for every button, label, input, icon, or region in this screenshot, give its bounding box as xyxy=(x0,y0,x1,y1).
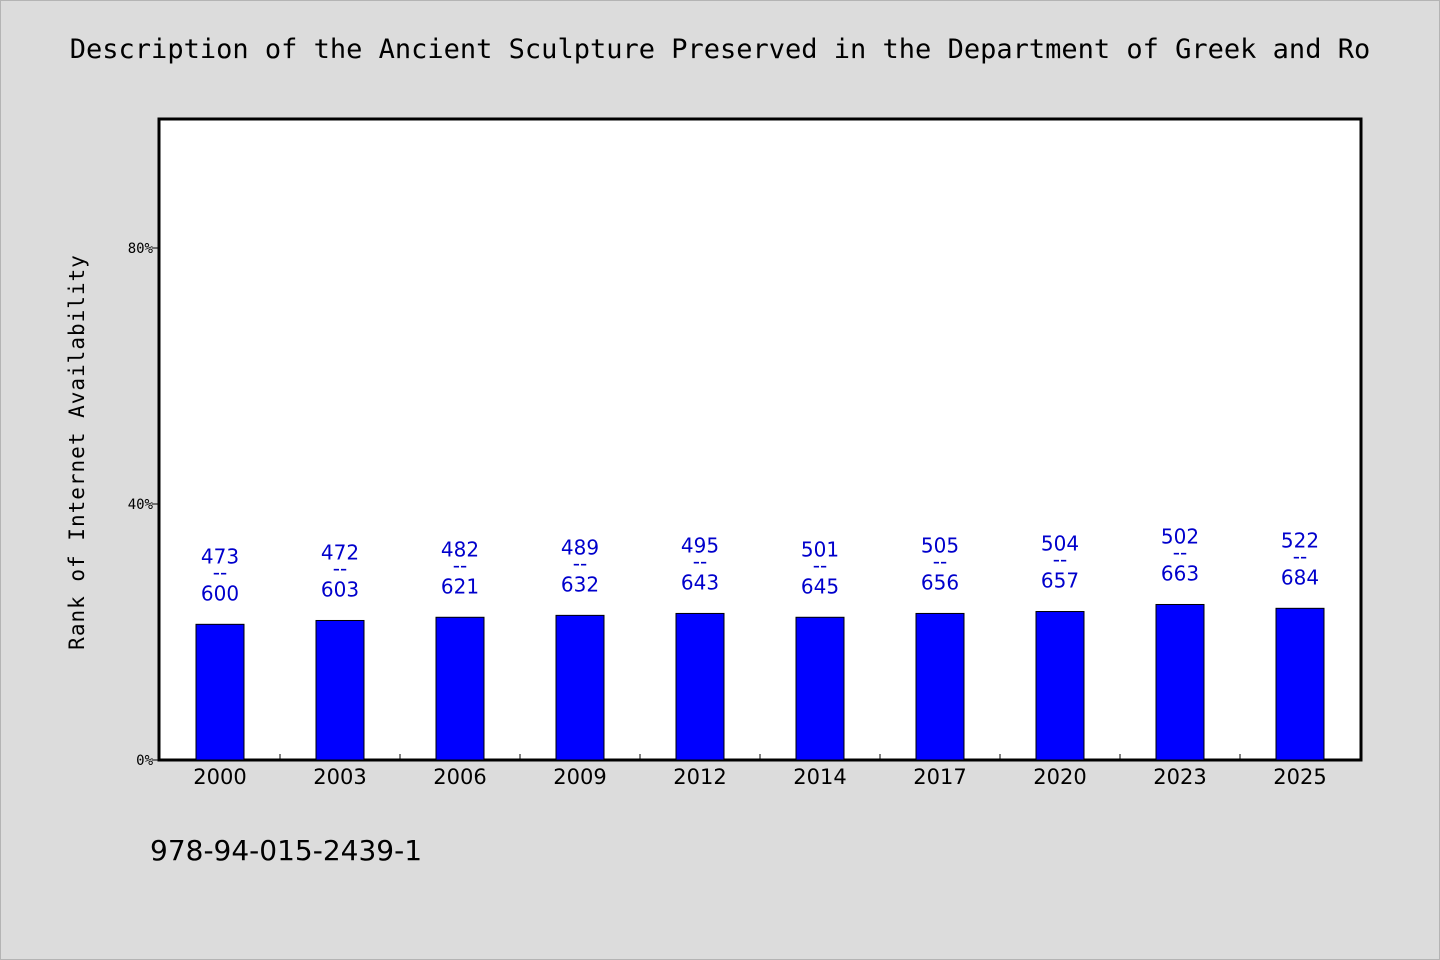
bar xyxy=(195,623,245,761)
data-label-bottom: 603 xyxy=(321,577,359,601)
y-tick-label: 40% xyxy=(128,497,154,513)
bar xyxy=(675,612,725,761)
data-label-bottom: 600 xyxy=(201,581,239,605)
bar xyxy=(915,612,965,761)
data-label-separator: -- xyxy=(813,553,827,577)
data-label-bottom: 684 xyxy=(1281,565,1319,589)
data-label-separator: -- xyxy=(933,549,947,573)
data-label-bottom: 643 xyxy=(681,570,719,594)
bars xyxy=(195,603,1325,761)
y-axis: 0% 40% 80% xyxy=(128,241,160,769)
bar xyxy=(435,616,485,761)
data-label-separator: -- xyxy=(693,549,707,573)
data-label-separator: -- xyxy=(453,553,467,577)
data-labels: 600--473603--472621--482632--489643--495… xyxy=(201,524,1319,605)
data-label-top: 482 xyxy=(441,537,479,561)
x-tick-label: 2014 xyxy=(793,765,846,789)
bar xyxy=(795,616,845,761)
data-label-bottom: 656 xyxy=(921,570,959,594)
data-label-top: 473 xyxy=(201,544,239,568)
data-label-top: 472 xyxy=(321,540,359,564)
data-label-bottom: 632 xyxy=(561,572,599,596)
bar xyxy=(1155,603,1205,761)
data-label-top: 504 xyxy=(1041,532,1079,556)
data-label-separator: -- xyxy=(213,560,227,584)
data-label-top: 505 xyxy=(921,533,959,557)
data-label-bottom: 645 xyxy=(801,574,839,598)
data-label-separator: -- xyxy=(333,556,347,580)
data-label-top: 495 xyxy=(681,533,719,557)
y-tick-label: 80% xyxy=(128,241,154,257)
data-label-bottom: 621 xyxy=(441,574,479,598)
data-label-top: 489 xyxy=(561,535,599,559)
x-tick-label: 2023 xyxy=(1153,765,1206,789)
data-label-separator: -- xyxy=(1173,540,1187,564)
y-tick-label: 0% xyxy=(136,753,153,769)
x-tick-label: 2003 xyxy=(313,765,366,789)
data-label-separator: -- xyxy=(573,551,587,575)
x-tick-label: 2000 xyxy=(193,765,246,789)
x-tick-label: 2006 xyxy=(433,765,486,789)
x-tick-label: 2012 xyxy=(673,765,726,789)
data-label-top: 502 xyxy=(1161,524,1199,548)
data-label-separator: -- xyxy=(1053,548,1067,572)
x-axis: 2000 2003 2006 2009 2012 2014 2017 2020 2023 2025 xyxy=(193,754,1327,789)
data-label-separator: -- xyxy=(1293,544,1307,568)
x-tick-label: 2017 xyxy=(913,765,966,789)
bar xyxy=(315,619,365,761)
x-tick-label: 2009 xyxy=(553,765,606,789)
x-tick-label: 2020 xyxy=(1033,765,1086,789)
chart-title: Description of the Ancient Sculpture Pre… xyxy=(69,34,1371,65)
x-tick-label: 2025 xyxy=(1273,765,1326,789)
bar xyxy=(1275,607,1325,761)
bar xyxy=(555,614,605,761)
bar xyxy=(1035,611,1085,761)
isbn-text: 978-94-015-2439-1 xyxy=(150,834,423,867)
data-label-bottom: 663 xyxy=(1161,561,1199,585)
data-label-top: 501 xyxy=(801,537,839,561)
data-label-bottom: 657 xyxy=(1041,569,1079,593)
data-label-top: 522 xyxy=(1281,528,1319,552)
